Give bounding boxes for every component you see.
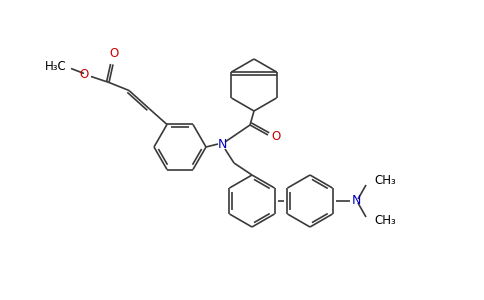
Text: N: N: [217, 139, 227, 152]
Text: O: O: [80, 68, 89, 81]
Text: CH₃: CH₃: [374, 175, 396, 188]
Text: CH₃: CH₃: [374, 214, 396, 227]
Text: O: O: [271, 130, 280, 143]
Text: O: O: [109, 47, 119, 61]
Text: N: N: [352, 194, 362, 208]
Text: H₃C: H₃C: [45, 60, 67, 73]
